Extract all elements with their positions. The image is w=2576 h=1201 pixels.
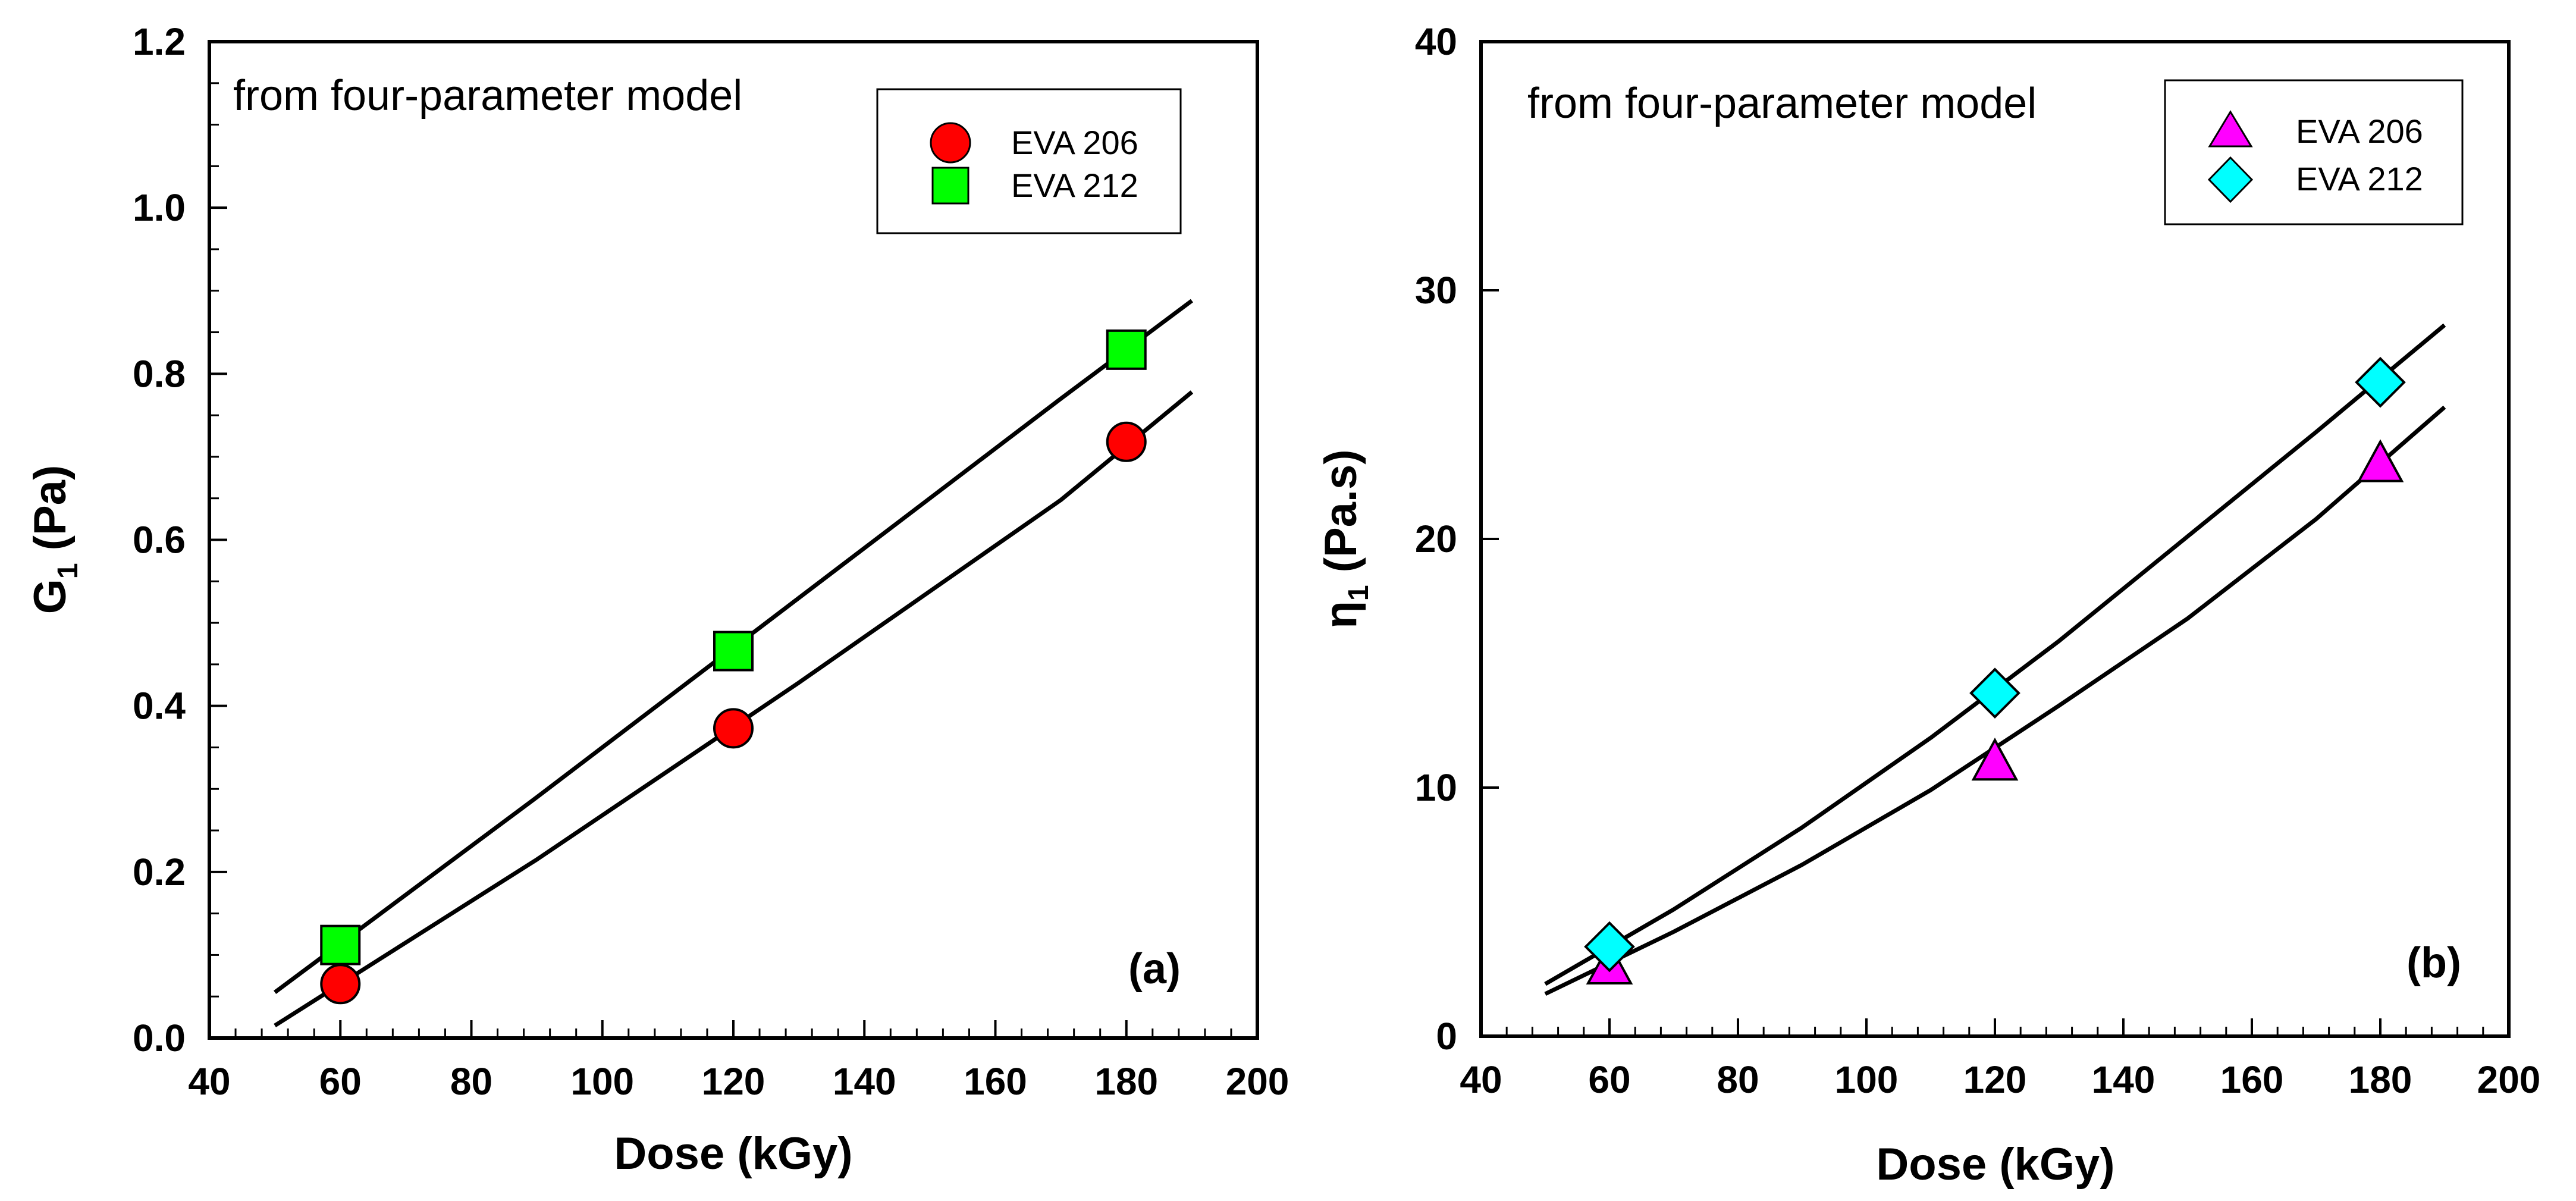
chart-panel-a: 40 60 80 100 120 140 160 180 200 0.0 0.2 0.4 0.6 0.8… [25,20,1289,1179]
x-tick-label: 160 [2220,1058,2284,1101]
x-tick-labels: 40 60 80 100 120 140 160 180 200 [1460,1058,2540,1101]
data-points [320,329,1147,1005]
y-tick-label: 0.8 [133,352,186,395]
data-point-eva-212 [2355,356,2406,408]
y-tick-labels: 0.0 0.2 0.4 0.6 0.8 1.0 1.2 [133,20,186,1059]
data-point-eva-212 [713,631,754,672]
x-tick-label: 120 [702,1060,765,1103]
x-tick-label: 120 [1963,1058,2027,1101]
x-tick-label: 60 [1588,1058,1630,1101]
x-tick-label: 80 [450,1060,492,1103]
y-axis-symbol: η [1316,601,1366,628]
chart-panel-b: 40 60 80 100 120 140 160 180 200 0 10 20 30 40 from … [1316,20,2540,1190]
y-axis-subscript: 1 [52,563,84,579]
model-annotation: from four-parameter model [233,72,742,120]
fit-line-eva-212 [274,299,1193,995]
data-point-eva-206 [1971,738,2019,781]
x-tick-label: 160 [964,1060,1027,1103]
legend-marker-eva-206 [2208,110,2253,148]
y-tick-label: 20 [1415,518,1457,560]
legend: EVA 206 EVA 212 [876,88,1182,234]
x-tick-label: 40 [1460,1058,1502,1101]
x-tick-labels: 40 60 80 100 120 140 160 180 200 [188,1060,1289,1103]
data-points [1584,356,2406,984]
x-tick-label: 140 [833,1060,896,1103]
y-tick-label: 0 [1436,1015,1457,1058]
x-tick-label: 180 [1094,1060,1158,1103]
legend-box [2164,79,2464,225]
legend-box [876,88,1182,234]
axis-ticks [1480,40,2510,1037]
x-tick-label: 200 [2477,1058,2541,1101]
y-tick-label: 0.0 [133,1017,186,1059]
legend-marker-eva-206 [930,122,971,164]
y-axis-unit: (Pa.s) [1316,449,1366,585]
panel-label: (a) [1128,945,1181,993]
data-point-eva-206 [320,964,361,1005]
axis-ticks [208,40,1259,1039]
x-tick-label: 60 [319,1060,362,1103]
legend-label-eva-206: EVA 206 [1011,124,1138,161]
data-point-eva-212 [320,924,361,965]
y-axis-subscript: 1 [1343,585,1375,601]
x-tick-label: 200 [1226,1060,1289,1103]
x-tick-label: 100 [1835,1058,1899,1101]
data-point-eva-206 [713,708,754,749]
data-point-eva-212 [1969,667,2020,719]
model-annotation: from four-parameter model [1527,80,2037,127]
x-tick-label: 140 [2092,1058,2155,1101]
x-axis-title: Dose (kGy) [614,1128,852,1179]
y-tick-label: 10 [1415,766,1457,809]
y-tick-label: 0.6 [133,519,186,562]
data-point-eva-206 [1106,421,1147,462]
x-tick-label: 180 [2349,1058,2412,1101]
y-axis-title: G1 (Pa) [25,465,84,614]
y-tick-label: 40 [1415,20,1457,63]
x-tick-label: 40 [188,1060,230,1103]
data-point-eva-212 [1106,329,1147,370]
data-point-eva-212 [1584,921,1635,973]
legend-label-eva-212: EVA 212 [2296,160,2423,197]
legend-label-eva-206: EVA 206 [2296,112,2423,150]
y-tick-labels: 0 10 20 30 40 [1415,20,1457,1058]
legend-marker-eva-212 [2207,156,2254,203]
x-tick-label: 80 [1717,1058,1759,1101]
x-tick-label: 100 [570,1060,634,1103]
legend-label-eva-212: EVA 212 [1011,167,1138,204]
y-axis-title: η1 (Pa.s) [1316,449,1375,628]
y-tick-label: 1.0 [133,186,186,229]
legend-marker-eva-212 [931,167,969,205]
y-tick-label: 0.4 [133,685,186,728]
x-axis-title: Dose (kGy) [1876,1139,2114,1190]
legend: EVA 206 EVA 212 [2164,79,2464,225]
fit-lines [274,299,1194,1028]
data-point-eva-206 [2357,439,2404,482]
panel-label: (b) [2406,939,2461,987]
y-axis-unit: (Pa) [25,465,76,563]
y-tick-label: 0.2 [133,851,186,893]
y-tick-label: 1.2 [133,20,186,63]
fit-line-eva-206 [274,390,1194,1028]
y-axis-symbol: G [25,579,76,614]
y-tick-label: 30 [1415,269,1457,312]
